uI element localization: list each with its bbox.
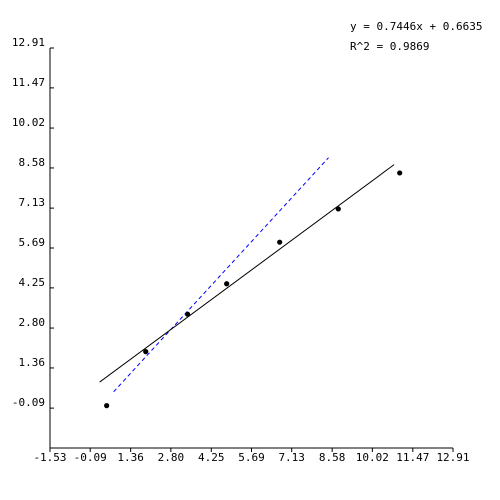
data-point	[143, 349, 149, 355]
x-tick-label: 10.02	[356, 451, 389, 464]
y-tick-label: 8.58	[19, 156, 46, 169]
axes	[49, 48, 453, 449]
x-tick-label: 12.91	[436, 451, 469, 464]
data-point	[397, 170, 403, 176]
x-tick-label: 2.80	[158, 451, 185, 464]
reference-dashed-line	[113, 157, 329, 393]
x-tick-label: 8.58	[319, 451, 346, 464]
x-axis-ticks: -1.53 -0.09 1.36 2.80 4.25 5.69 7.13 8.58 10.02 1…	[33, 448, 470, 464]
y-tick-label: 12.91	[12, 36, 45, 49]
y-tick-label: 1.36	[19, 356, 46, 369]
y-tick-label: 11.47	[12, 76, 45, 89]
y-tick-label: -0.09	[12, 396, 45, 409]
data-point	[335, 206, 341, 212]
y-tick-label: 10.02	[12, 116, 45, 129]
data-point	[224, 281, 230, 287]
y-tick-label: 7.13	[19, 196, 46, 209]
y-tick-label: 2.80	[19, 316, 46, 329]
data-point	[184, 311, 191, 317]
x-tick-label: -1.53	[33, 451, 66, 464]
y-axis-ticks: -0.09 1.36 2.80 4.25 5.69 7.13 8.58 10.02 11.47 1…	[12, 36, 54, 409]
y-tick-label: 5.69	[19, 236, 46, 249]
points-layer	[104, 170, 403, 409]
x-tick-label: 1.36	[117, 451, 144, 464]
data-point	[277, 239, 283, 245]
x-tick-label: 4.25	[198, 451, 225, 464]
regression-line	[99, 164, 395, 383]
data-point	[104, 403, 110, 409]
equation-annotation: y = 0.7446x + 0.6635	[350, 20, 482, 33]
r-squared-annotation: R^2 = 0.9869	[350, 40, 429, 53]
x-tick-label: 7.13	[278, 451, 305, 464]
y-tick-label: 4.25	[19, 276, 46, 289]
x-tick-label: -0.09	[74, 451, 107, 464]
x-tick-label: 11.47	[396, 451, 429, 464]
x-tick-label: 5.69	[238, 451, 265, 464]
lines-layer	[99, 157, 395, 393]
